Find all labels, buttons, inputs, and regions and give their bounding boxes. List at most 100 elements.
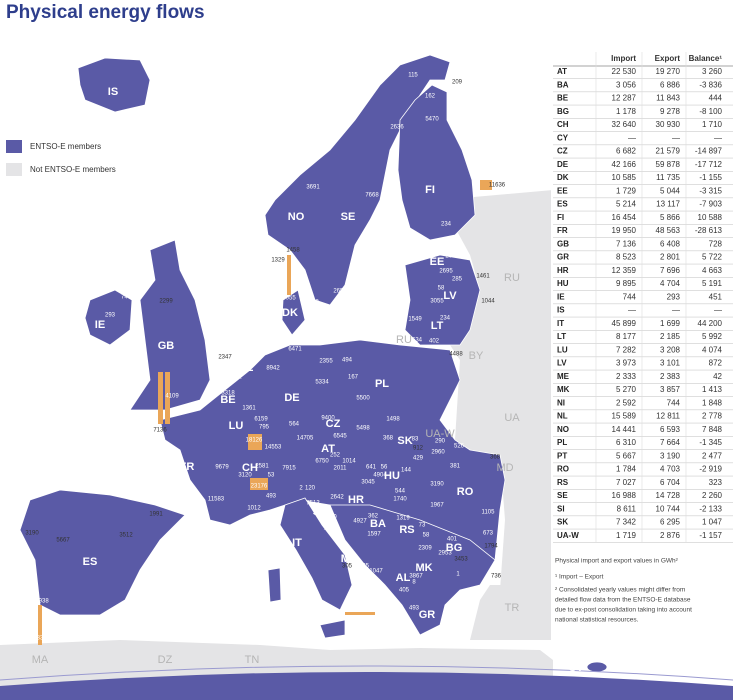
flow-label: 526 [454,444,465,450]
table-value: 7 136 [616,239,637,248]
table-value: 4 703 [660,465,681,474]
country-label: MK [415,562,432,574]
table-value: 872 [709,359,723,368]
flow-label: 3190 [430,482,444,488]
flow-arrow [345,612,375,615]
table-country: RO [557,465,569,474]
flow-label: 1597 [367,532,381,538]
great-britain [129,239,211,411]
country-label: BE [220,394,235,406]
table-value: 10 585 [612,173,637,182]
turkey [470,585,553,640]
table-value: 6 310 [616,438,637,447]
continent [159,339,506,576]
flow-label: 3691 [306,185,320,191]
flow-label: 225 [359,564,370,570]
table-value: 323 [709,478,723,487]
table-value: 44 200 [698,319,723,328]
flow-label: 120 [305,486,316,492]
footnote: due to ex-post consolidation taking into… [555,607,692,614]
table-value: 3 857 [660,385,681,394]
flow-label: 2347 [218,355,232,361]
footnote: ² Consolidated yearly values might diffe… [555,587,685,594]
flow-label: 2656 [333,289,347,295]
table-value: 7 282 [616,345,637,354]
table-value: 45 899 [612,319,637,328]
flow-label: 744 [121,295,132,301]
table-country: DE [557,160,569,169]
country-label: RO [457,486,474,498]
table-value: 7 848 [702,425,723,434]
table-country: IS [557,306,565,315]
table-value: 728 [709,239,723,248]
flow-label: 9679 [215,465,229,471]
table-value: 5 191 [702,279,723,288]
flow-label: 544 [395,489,406,495]
flow-label: 1549 [408,317,422,323]
flow-label: 2953 [438,551,452,557]
table-value: 16 454 [612,213,637,222]
country-label: PL [375,378,389,390]
flow-label: 1044 [481,299,495,305]
table-header: Export [655,54,681,63]
table-value: 6 704 [660,478,681,487]
flow-label: 3048 [188,404,202,410]
table-country: DK [557,173,569,182]
table-country: RS [557,478,569,487]
flow-label: 290 [435,439,446,445]
table-value: 2 477 [702,451,723,460]
flow-label: 1794 [484,544,498,550]
non-member-label: RU [504,272,520,284]
flow-label: 1014 [342,459,356,465]
table-value: 3 208 [660,345,681,354]
table-header: Balance¹ [689,54,723,63]
table-value: -3 836 [699,80,722,89]
balkans [329,504,496,636]
flow-label: 6750 [315,459,329,465]
flow-label: 493 [409,606,420,612]
table-value: 2 592 [616,398,637,407]
table-value: 12 287 [612,94,637,103]
table-country: CH [557,120,569,129]
table-country: NL [557,412,568,421]
non-member-label: MA [32,654,49,666]
flow-label: 7136 [153,428,167,434]
table-country: ES [557,200,568,209]
flow-label: 2299 [159,299,173,305]
flow-label: 1361 [242,406,256,412]
flow-label: 912 [413,446,424,452]
flow-label: 167 [348,375,359,381]
flow-label: 7915 [282,466,296,472]
table-value: 19 950 [612,226,637,235]
table-value: 19 270 [656,67,681,76]
country-label: SI [313,506,323,518]
flow-label: 83 [412,437,419,443]
flow-label: 285 [452,277,463,283]
flow-label: 18126 [246,438,263,444]
table-value: 1 413 [702,385,723,394]
flow-label: 3190 [25,531,39,537]
table-value: 7 696 [660,266,681,275]
country-label: HR [348,494,364,506]
table-value: 16 988 [612,491,637,500]
flow-label: 2642 [330,495,344,501]
table-value: 48 563 [656,226,681,235]
non-member-label: DZ [158,654,173,666]
flow-label: 1329 [271,258,285,264]
denmark [281,289,306,336]
baltics [404,254,481,346]
flow-label: 4927 [353,519,367,525]
table-value: 32 640 [612,120,637,129]
table-value: 451 [709,292,723,301]
flow-label: 1458 [286,248,300,254]
country-label: FI [425,184,435,196]
table-country: NI [557,398,565,407]
table-value: 3 260 [702,67,723,76]
table-country: HU [557,279,569,288]
table-value: 15 589 [612,412,637,421]
flow-label: 1 [456,572,460,578]
table-value: — [672,306,680,315]
country-label: CY [568,662,584,674]
legend-swatch [6,163,22,176]
